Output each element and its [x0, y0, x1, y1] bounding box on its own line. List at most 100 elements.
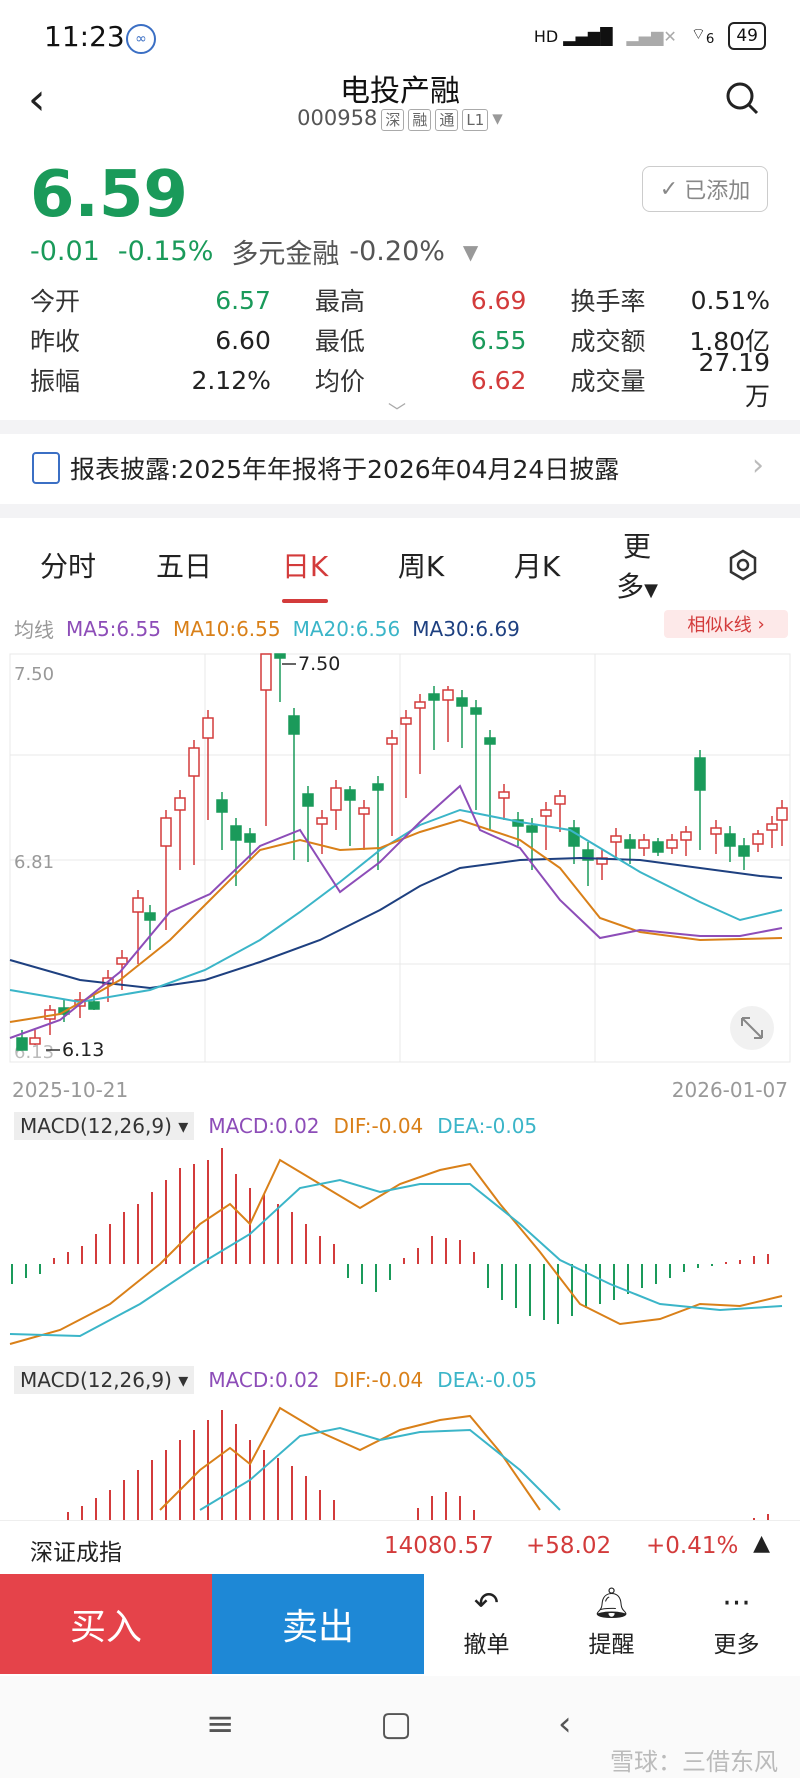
- tag-rong: 融: [408, 109, 432, 131]
- fullscreen-icon[interactable]: [730, 1006, 774, 1050]
- alert-button[interactable]: 🔔︎ 提醒: [549, 1574, 674, 1674]
- y-label-mid: 6.81: [14, 852, 54, 873]
- stat-label: 成交量: [570, 367, 646, 396]
- added-watchlist-button[interactable]: ✓ 已添加: [642, 166, 768, 212]
- chart-tabs: 分时 五日 日K 周K 月K 更多▼: [0, 530, 800, 603]
- dif-value: DIF:-0.04: [333, 1368, 424, 1392]
- signal-icon: HD ▂▄▆█: [533, 26, 613, 46]
- ma20-value: MA20:6.56: [292, 616, 401, 641]
- sector-dropdown-icon[interactable]: ▼: [462, 239, 479, 264]
- candle-body: [498, 791, 510, 799]
- stat-label: 换手率: [570, 287, 646, 316]
- candle-body: [216, 799, 228, 813]
- macd-chart: [9, 1148, 783, 1345]
- stat-label: 最低: [314, 327, 365, 356]
- alert-label: 提醒: [588, 1632, 635, 1658]
- dea-line: [9, 1178, 783, 1338]
- dif-line: [159, 1406, 541, 1511]
- status-icons: HD ▂▄▆█ ▂▄▆✕ ⌔6 49: [534, 22, 766, 50]
- ma30-line: [9, 856, 783, 990]
- back-nav-icon[interactable]: ‹: [558, 1704, 572, 1744]
- divider: [0, 504, 800, 518]
- candle-body: [456, 697, 468, 707]
- candle-body: [160, 817, 172, 847]
- stat-label: 昨收: [30, 327, 81, 356]
- stock-name: 电投产融: [340, 74, 460, 109]
- tab-intraday[interactable]: 分时: [39, 550, 96, 583]
- candle-body: [144, 912, 156, 921]
- sector-name[interactable]: 多元金融: [231, 239, 340, 270]
- macd-selector[interactable]: MACD(12,26,9) ▾: [14, 1366, 195, 1394]
- macd-bars: [67, 1410, 769, 1520]
- macd-chart-2: [67, 1406, 769, 1520]
- tag-level: L1: [462, 109, 489, 131]
- stats-row: 今开 6.57 最高 6.69 换手率 0.51%: [30, 280, 770, 320]
- chart-grid: [9, 653, 791, 1063]
- candle-body: [188, 747, 200, 777]
- action-bar: 买入 卖出 ↶ 撤单 🔔︎ 提醒 ··· 更多: [0, 1574, 800, 1674]
- stat-value: 27.19万: [698, 347, 771, 411]
- ma-legend: 均线 MA5:6.55 MA10:6.55 MA20:6.56 MA30:6.6…: [14, 614, 520, 643]
- current-price: 6.59: [30, 158, 188, 232]
- macd-header: MACD(12,26,9) ▾ MACD:0.02 DIF:-0.04 DEA:…: [14, 1366, 537, 1394]
- tag-shen: 深: [381, 109, 405, 131]
- k-line-chart[interactable]: 7.50 6.81 6.13 7.50 6.13: [0, 650, 800, 1070]
- sector-pct: -0.20%: [349, 236, 445, 267]
- tab-weekly-k[interactable]: 周K: [397, 550, 445, 583]
- candle-body: [316, 817, 328, 825]
- sell-button[interactable]: 卖出: [212, 1574, 424, 1674]
- candle-body: [442, 689, 454, 701]
- macd-value: MACD:0.02: [208, 1114, 320, 1138]
- check-icon: ✓: [659, 176, 679, 202]
- wifi-icon: ⌔6: [690, 24, 715, 48]
- index-change-pct: +0.41%: [646, 1533, 739, 1559]
- report-notice[interactable]: 报表披露:2025年年报将于2026年04月24日披露 ›: [0, 432, 800, 500]
- tab-more[interactable]: 更多▼: [616, 530, 658, 603]
- candle-body: [680, 831, 692, 841]
- search-icon[interactable]: [724, 80, 760, 116]
- buy-button[interactable]: 买入: [0, 1574, 212, 1674]
- expand-chevron-icon[interactable]: ﹀: [388, 402, 406, 423]
- cancel-order-button[interactable]: ↶ 撤单: [424, 1574, 549, 1674]
- more-dropdown-icon: ▼: [644, 580, 658, 601]
- back-icon[interactable]: ‹: [28, 74, 46, 125]
- stats-grid[interactable]: 今开 6.57 最高 6.69 换手率 0.51% 昨收 6.60 最低 6.55 成交额…: [30, 280, 770, 411]
- stat-value: 6.57: [215, 285, 271, 315]
- candle-body: [174, 797, 186, 811]
- stock-code-row[interactable]: 000958 深 融 通 L1 ▾: [0, 106, 800, 131]
- tab-five-day[interactable]: 五日: [155, 550, 212, 583]
- candle-body: [624, 839, 636, 849]
- candle-body: [344, 789, 356, 801]
- home-icon[interactable]: ▢: [380, 1704, 413, 1744]
- candle-body: [244, 833, 256, 843]
- macd-selector[interactable]: MACD(12,26,9) ▾: [14, 1112, 195, 1140]
- menu-icon[interactable]: ≡: [206, 1704, 235, 1744]
- index-name: 深证成指: [30, 1540, 122, 1566]
- candle-body: [202, 717, 214, 739]
- tab-monthly-k[interactable]: 月K: [513, 550, 561, 583]
- macd-value: MACD:0.02: [208, 1368, 320, 1392]
- settings-icon[interactable]: [726, 548, 760, 582]
- price-change: -0.01: [30, 236, 100, 267]
- chevron-right-icon: ›: [752, 448, 764, 483]
- index-change: +58.02: [526, 1533, 612, 1559]
- candle-body: [694, 757, 706, 791]
- dea-value: DEA:-0.05: [437, 1368, 538, 1392]
- undo-icon: ↶: [473, 1586, 500, 1621]
- more-button[interactable]: ··· 更多: [674, 1574, 799, 1674]
- stat-value: 2.12%: [191, 365, 271, 395]
- candle-body: [414, 701, 426, 709]
- dif-line: [9, 1158, 783, 1345]
- index-bar[interactable]: 深证成指 14080.57 +58.02 +0.41% ▲: [0, 1520, 800, 1573]
- divider: [0, 420, 800, 434]
- expand-up-icon[interactable]: ▲: [753, 1531, 770, 1556]
- candle-body: [554, 795, 566, 805]
- tab-daily-k[interactable]: 日K: [232, 545, 378, 585]
- ma5-value: MA5:6.55: [66, 616, 161, 641]
- similar-k-button[interactable]: 相似k线 ›: [664, 610, 788, 638]
- candle-body: [330, 787, 342, 811]
- candle-body: [88, 1001, 100, 1010]
- macd-header: MACD(12,26,9) ▾ MACD:0.02 DIF:-0.04 DEA:…: [14, 1112, 537, 1140]
- stat-label: 均价: [314, 367, 365, 396]
- stat-label: 振幅: [30, 367, 81, 396]
